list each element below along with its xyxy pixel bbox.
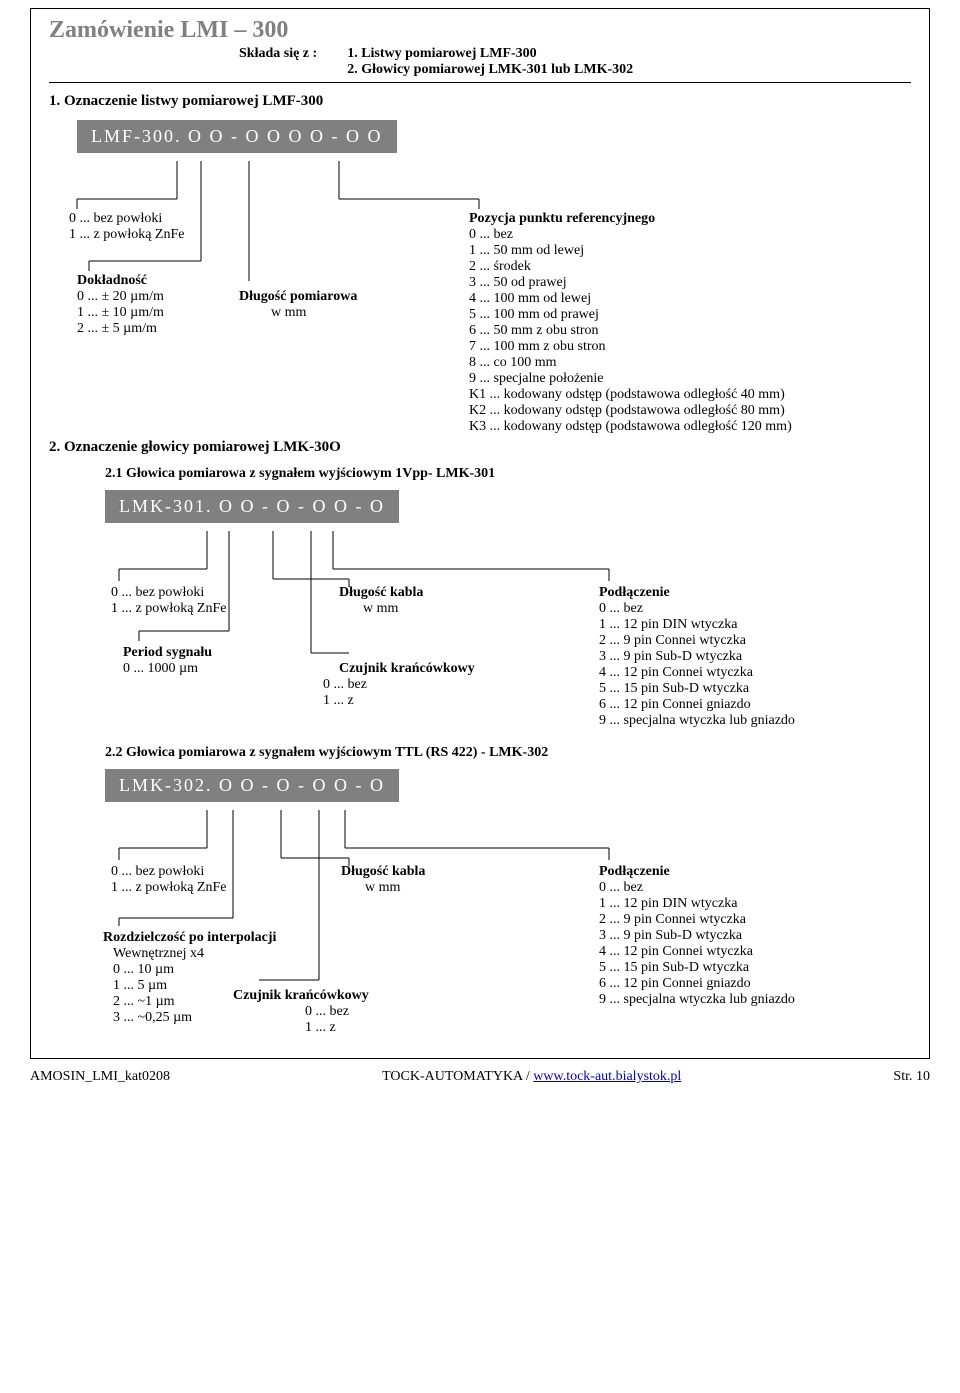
page-footer: AMOSIN_LMI_kat0208 TOCK-AUTOMATYKA / www… [0, 1065, 960, 1095]
limit-0: 0 ... bez [323, 677, 367, 693]
accuracy-title: Dokładność [77, 273, 147, 289]
conn-4: 4 ... 12 pin Connei wtyczka [599, 944, 753, 960]
accuracy-2: 2 ... ± 5 µm/m [77, 321, 157, 337]
conn-6: 6 ... 12 pin Connei gniazdo [599, 697, 751, 713]
consists-of-row: Składa się z : 1. Listwy pomiarowej LMF-… [239, 46, 911, 78]
limit-1: 1 ... z [305, 1020, 336, 1036]
footer-mid: TOCK-AUTOMATYKA / www.tock-aut.bialystok… [382, 1069, 681, 1085]
conn-2: 2 ... 9 pin Connei wtyczka [599, 912, 746, 928]
resol-2: 2 ... ~1 µm [113, 994, 175, 1010]
conn-0: 0 ... bez [599, 880, 643, 896]
consists-label: Składa się z : [239, 46, 317, 78]
coating-0: 0 ... bez powłoki [111, 585, 204, 601]
cable-l2: w mm [363, 601, 398, 617]
resol-sub: Wewnętrznej x4 [113, 946, 204, 962]
limit-0: 0 ... bez [305, 1004, 349, 1020]
cable-l1: Długość kabla [339, 585, 423, 601]
resol-1: 1 ... 5 µm [113, 978, 167, 994]
refpt-5: 5 ... 100 mm od prawej [469, 307, 599, 323]
coating-1: 1 ... z powłoką ZnFe [69, 227, 184, 243]
refpt-title: Pozycja punktu referencyjnego [469, 211, 655, 227]
footer-right: Str. 10 [893, 1069, 930, 1085]
length-l2: w mm [271, 305, 306, 321]
lmk302-code-box: LMK-302. O O - O - O O - O [105, 769, 399, 802]
lmk301-diagram: 0 ... bez powłoki 1 ... z powłoką ZnFe P… [49, 531, 911, 731]
refpt-6: 6 ... 50 mm z obu stron [469, 323, 599, 339]
connector-lines [49, 810, 929, 1040]
section-2-1-heading: 2.1 Głowica pomiarowa z sygnałem wyjścio… [105, 466, 911, 482]
coating-1: 1 ... z powłoką ZnFe [111, 880, 226, 896]
coating-0: 0 ... bez powłoki [111, 864, 204, 880]
refpt-7: 7 ... 100 mm z obu stron [469, 339, 606, 355]
accuracy-0: 0 ... ± 20 µm/m [77, 289, 164, 305]
footer-link[interactable]: www.tock-aut.bialystok.pl [533, 1069, 681, 1084]
lmf300-diagram: 0 ... bez powłoki 1 ... z powłoką ZnFe D… [49, 161, 911, 421]
period-0: 0 ... 1000 µm [123, 661, 198, 677]
refpt-0: 0 ... bez [469, 227, 513, 243]
page-title: Zamówienie LMI – 300 [49, 17, 911, 44]
limit-title: Czujnik krańcówkowy [233, 988, 369, 1004]
lmk302-diagram: 0 ... bez powłoki 1 ... z powłoką ZnFe R… [49, 810, 911, 1040]
conn-2: 2 ... 9 pin Connei wtyczka [599, 633, 746, 649]
refpt-3: 3 ... 50 od prawej [469, 275, 567, 291]
period-title: Period sygnału [123, 645, 212, 661]
refpt-4: 4 ... 100 mm od lewej [469, 291, 591, 307]
connector-lines [49, 531, 929, 731]
coating-1: 1 ... z powłoką ZnFe [111, 601, 226, 617]
footer-mid-prefix: TOCK-AUTOMATYKA / [382, 1069, 533, 1084]
conn-title: Podłączenie [599, 864, 670, 880]
resol-title: Rozdzielczość po interpolacji [103, 930, 276, 946]
lmk301-code-box: LMK-301. O O - O - O O - O [105, 490, 399, 523]
conn-5: 5 ... 15 pin Sub-D wtyczka [599, 681, 749, 697]
conn-6: 6 ... 12 pin Connei gniazdo [599, 976, 751, 992]
limit-title: Czujnik krańcówkowy [339, 661, 475, 677]
coating-0: 0 ... bez powłoki [69, 211, 162, 227]
section-1-heading: 1. Oznaczenie listwy pomiarowej LMF-300 [49, 93, 911, 110]
cable-l2: w mm [365, 880, 400, 896]
conn-5: 5 ... 15 pin Sub-D wtyczka [599, 960, 749, 976]
page-frame: Zamówienie LMI – 300 Składa się z : 1. L… [30, 8, 930, 1059]
section-2-2-heading: 2.2 Głowica pomiarowa z sygnałem wyjścio… [105, 745, 911, 761]
accuracy-1: 1 ... ± 10 µm/m [77, 305, 164, 321]
section-2-heading: 2. Oznaczenie głowicy pomiarowej LMK-30O [49, 439, 911, 456]
refpt-9: 9 ... specjalne położenie [469, 371, 604, 387]
divider [49, 82, 911, 83]
cable-l1: Długość kabla [341, 864, 425, 880]
consists-item: 1. Listwy pomiarowej LMF-300 [347, 46, 633, 62]
resol-0: 0 ... 10 µm [113, 962, 174, 978]
limit-1: 1 ... z [323, 693, 354, 709]
conn-9: 9 ... specjalna wtyczka lub gniazdo [599, 992, 795, 1008]
consists-item: 2. Głowicy pomiarowej LMK-301 lub LMK-30… [347, 62, 633, 78]
conn-9: 9 ... specjalna wtyczka lub gniazdo [599, 713, 795, 729]
conn-3: 3 ... 9 pin Sub-D wtyczka [599, 928, 742, 944]
conn-3: 3 ... 9 pin Sub-D wtyczka [599, 649, 742, 665]
refpt-8: 8 ... co 100 mm [469, 355, 557, 371]
conn-0: 0 ... bez [599, 601, 643, 617]
refpt-k1: K1 ... kodowany odstęp (podstawowa odleg… [469, 387, 785, 403]
consists-list: 1. Listwy pomiarowej LMF-300 2. Głowicy … [347, 46, 633, 78]
refpt-k3: K3 ... kodowany odstęp (podstawowa odleg… [469, 419, 792, 435]
conn-1: 1 ... 12 pin DIN wtyczka [599, 896, 737, 912]
length-l1: Długość pomiarowa [239, 289, 357, 305]
lmf300-code-box: LMF-300. O O - O O O O - O O [77, 120, 397, 153]
conn-4: 4 ... 12 pin Connei wtyczka [599, 665, 753, 681]
refpt-k2: K2 ... kodowany odstęp (podstawowa odleg… [469, 403, 785, 419]
refpt-1: 1 ... 50 mm od lewej [469, 243, 584, 259]
footer-left: AMOSIN_LMI_kat0208 [30, 1069, 170, 1085]
resol-3: 3 ... ~0,25 µm [113, 1010, 192, 1026]
conn-1: 1 ... 12 pin DIN wtyczka [599, 617, 737, 633]
conn-title: Podłączenie [599, 585, 670, 601]
refpt-2: 2 ... środek [469, 259, 531, 275]
